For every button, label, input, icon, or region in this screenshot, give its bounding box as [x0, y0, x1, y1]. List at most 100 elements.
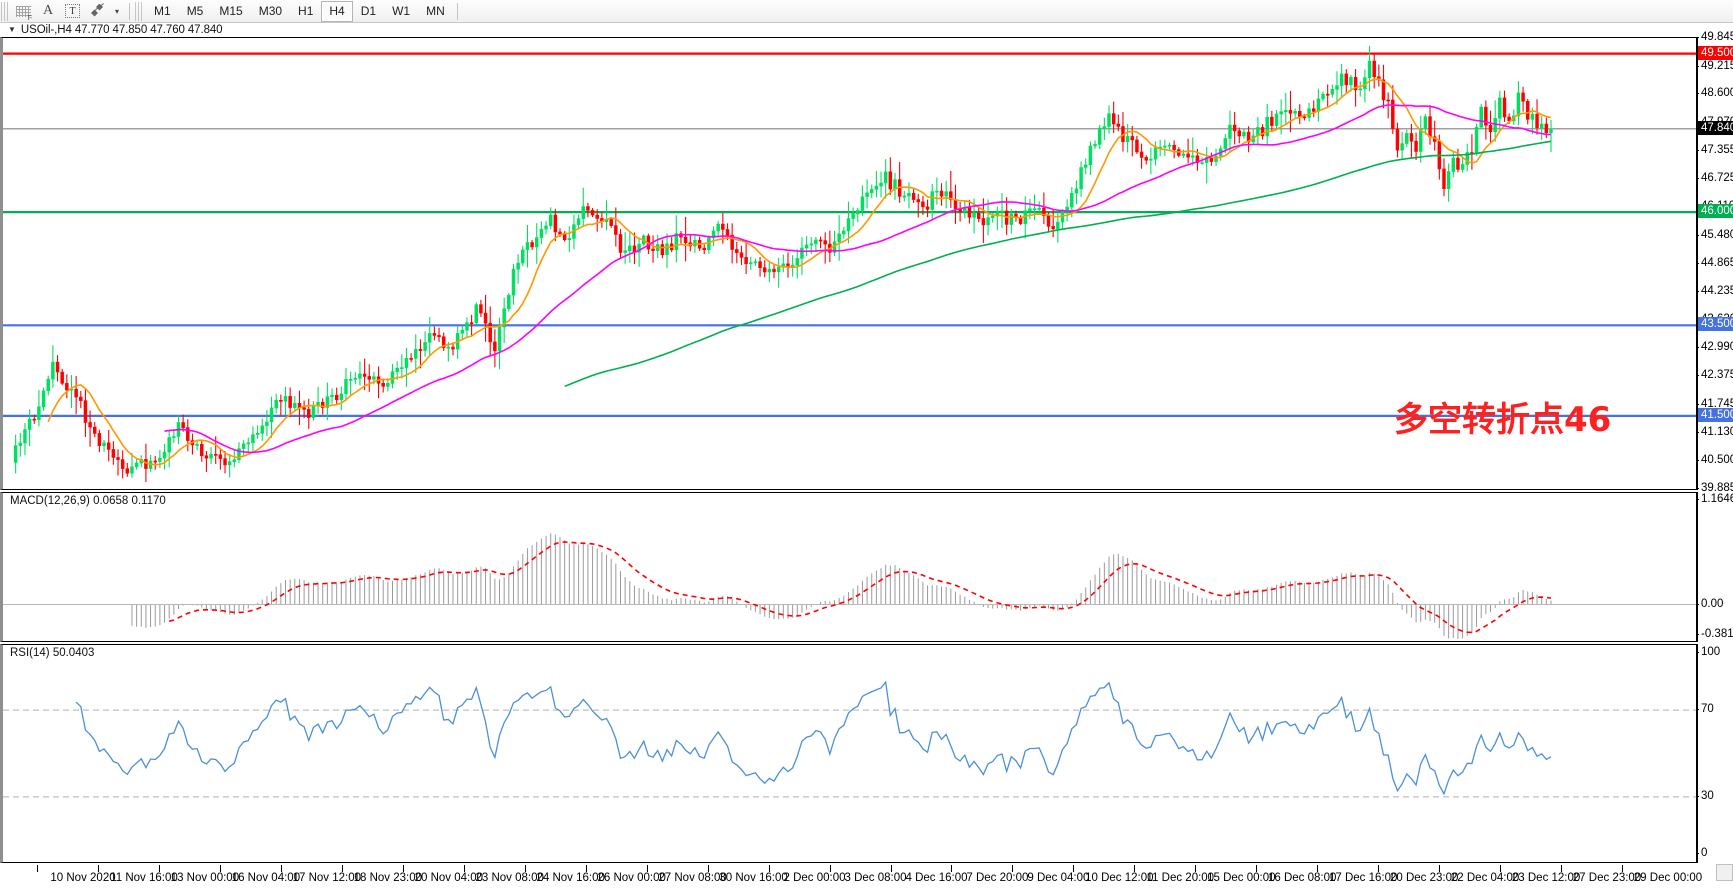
time-tick-mark	[1073, 865, 1075, 872]
time-tick-label: 27 Dec 23:00	[1572, 872, 1642, 884]
chevron-down-icon-symbol[interactable]: ▼	[8, 25, 16, 34]
time-tick-mark	[646, 865, 648, 872]
time-tick-label: 15 Dec 00:00	[1207, 872, 1276, 884]
rsi-tick: 70	[1696, 703, 1714, 715]
axis-separator	[1697, 644, 1698, 863]
macd-tick: 0.00	[1696, 598, 1723, 610]
time-tick-label: 11 Dec 20:00	[1146, 872, 1215, 884]
text-a-icon[interactable]: A	[36, 1, 60, 22]
time-tick-mark	[98, 865, 99, 872]
time-tick-mark	[463, 865, 465, 872]
timeframe-m15[interactable]: M15	[219, 4, 243, 18]
time-tick-mark	[1195, 865, 1197, 872]
price-tick: 48.600	[1696, 87, 1733, 99]
time-tick-label: 23 Dec 12:00	[1511, 872, 1581, 884]
price-tick: 44.865	[1696, 257, 1733, 269]
time-tick-label: 17 Nov 12:00	[292, 872, 362, 884]
price-level-label-46-000[interactable]: 46.000	[1698, 204, 1733, 219]
time-tick-label: 22 Dec 04:00	[1450, 872, 1520, 884]
time-tick-label: 20 Nov 04:00	[414, 872, 484, 884]
price-tick: 49.215	[1696, 60, 1733, 72]
rsi-axis[interactable]: 100 70 30 0	[1696, 644, 1733, 863]
time-tick-mark	[585, 865, 587, 872]
time-tick-label: 10 Nov 2020	[50, 872, 116, 884]
time-tick-label: 13 Nov 00:00	[170, 872, 240, 884]
time-tick-mark	[1622, 865, 1623, 872]
time-tick-mark	[1561, 865, 1562, 872]
toolbar-drag-handle[interactable]	[1, 1, 10, 21]
time-tick-label: 16 Nov 04:00	[231, 872, 301, 884]
time-tick-mark	[402, 865, 404, 872]
price-tick: 45.480	[1696, 229, 1733, 241]
rsi-label: RSI(14) 50.0403	[9, 647, 96, 659]
time-tick-label: 20 Dec 23:00	[1389, 872, 1459, 884]
time-tick-label: 27 Nov 08:00	[658, 872, 727, 884]
price-tick: 42.990	[1696, 341, 1733, 353]
price-level-label-49-500[interactable]: 49.500	[1698, 45, 1733, 60]
rsi-tick: 100	[1696, 646, 1720, 658]
time-tick-mark	[707, 865, 709, 872]
time-tick-mark	[890, 865, 892, 872]
price-tick: 42.375	[1696, 369, 1733, 381]
time-tick-label: 9 Dec 04:00	[1027, 872, 1090, 884]
time-tick-mark	[1378, 865, 1380, 872]
price-level-label-47-840[interactable]: 47.840	[1698, 120, 1733, 135]
chart-annotation-text: 多空转折点46	[1394, 400, 1612, 440]
time-tick-mark	[524, 865, 526, 872]
timeframe-h4[interactable]: H4	[321, 0, 353, 22]
time-tick-label: 11 Nov 16:00	[110, 872, 178, 884]
timeframe-drag-handle[interactable]	[135, 1, 143, 21]
rsi-tick: 30	[1696, 790, 1714, 802]
chevron-down-icon[interactable]: ▾	[115, 6, 120, 16]
price-tick: 44.235	[1696, 285, 1733, 297]
price-tick: 40.500	[1696, 454, 1733, 466]
rsi-chart-canvas	[3, 680, 1696, 798]
time-tick-mark	[341, 865, 343, 872]
macd-pane[interactable]: MACD(12,26,9) 0.0658 0.1170	[0, 492, 1697, 642]
rsi-pane[interactable]: RSI(14) 50.0403	[0, 644, 1697, 863]
timeframe-m1[interactable]: M1	[154, 4, 171, 18]
time-tick-mark	[1256, 865, 1258, 872]
time-tick-label: 26 Nov 00:00	[597, 872, 666, 884]
symbol-info-bar: ▼ USOil-,H4 47.770 47.850 47.760 47.840	[0, 23, 1733, 37]
price-level-label-41-500[interactable]: 41.500	[1698, 407, 1733, 422]
time-tick-label: 16 Dec 08:00	[1267, 872, 1337, 884]
timeframe-d1[interactable]: D1	[360, 4, 377, 18]
time-tick-mark	[280, 865, 282, 872]
timeframe-w1[interactable]: W1	[392, 4, 411, 18]
timeframe-m30[interactable]: M30	[258, 4, 283, 18]
time-tick-mark	[1439, 865, 1441, 872]
timeframe-h1[interactable]: H1	[298, 4, 314, 18]
crosshair-objects-icon[interactable]	[85, 1, 113, 22]
timeframe-mn[interactable]: MN	[426, 4, 445, 18]
time-tick-label: 29 Dec 00:00	[1633, 872, 1703, 884]
time-tick-mark	[951, 865, 953, 872]
axis-separator	[1697, 492, 1698, 642]
time-tick-mark	[37, 865, 38, 872]
toolbar-divider	[129, 2, 131, 20]
macd-label: MACD(12,26,9) 0.0658 0.1170	[9, 495, 167, 507]
time-tick-mark	[158, 865, 160, 872]
macd-axis[interactable]: 1.1646 0.00 -0.3812	[1696, 492, 1733, 642]
time-tick-mark	[219, 865, 221, 872]
macd-chart-canvas	[3, 533, 1696, 639]
grid-f-icon[interactable]: F	[10, 1, 36, 22]
time-tick-mark	[768, 865, 770, 872]
price-axis[interactable]: 49.84549.21548.60047.97047.35546.72546.1…	[1696, 31, 1733, 494]
time-tick-label: 18 Nov 23:00	[353, 872, 423, 884]
time-tick-mark	[1500, 865, 1502, 872]
axis-separator	[1697, 37, 1698, 490]
time-axis[interactable]: 10 Nov 2020 11 Nov 16:00 13 Nov 00:00 16 No…	[0, 864, 1733, 892]
time-tick-mark	[1317, 865, 1319, 872]
text-box-glyph: T	[65, 4, 80, 18]
price-level-label-43-500[interactable]: 43.500	[1698, 317, 1733, 332]
price-chart-canvas	[3, 45, 1696, 483]
price-pane[interactable]	[0, 37, 1697, 490]
timeframe-m5[interactable]: M5	[186, 4, 204, 18]
price-tick: 41.130	[1696, 426, 1733, 438]
time-tick-label: 7 Dec 20:00	[966, 872, 1029, 884]
time-tick-mark	[829, 865, 831, 872]
text-a-glyph: A	[42, 3, 54, 18]
text-box-icon[interactable]: T	[60, 1, 85, 22]
